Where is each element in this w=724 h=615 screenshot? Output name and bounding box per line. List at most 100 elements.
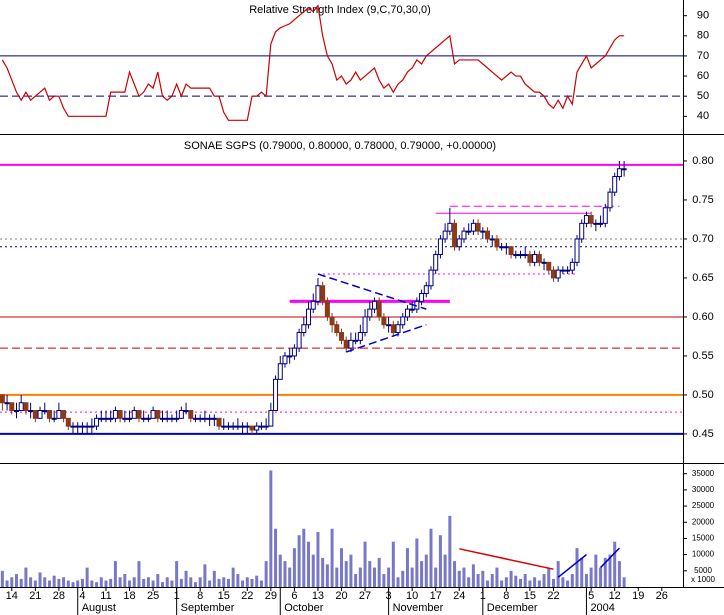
x-tick-label: 14: [6, 590, 18, 602]
volume-bar: [255, 575, 259, 587]
volume-bar: [76, 580, 80, 587]
candle-body: [277, 363, 283, 380]
y-tick-label: 50: [697, 90, 709, 102]
candle-body: [117, 410, 123, 419]
volume-bar: [434, 567, 438, 587]
candle-body: [235, 425, 241, 428]
candle-body: [320, 285, 326, 302]
candle-body: [164, 417, 170, 420]
volume-bar: [622, 577, 626, 587]
volume-bar: [344, 561, 348, 587]
candle-body: [480, 230, 486, 233]
x-tick-label: 25: [147, 590, 159, 602]
volume-bar: [363, 541, 367, 587]
candle-body: [141, 417, 147, 420]
candle-body: [296, 332, 302, 349]
volume-bar: [551, 578, 555, 587]
volume-bar: [617, 561, 621, 587]
volume-bar: [118, 577, 122, 587]
volume-bar: [226, 578, 230, 587]
x-tick-label: 10: [406, 590, 418, 602]
candle-body: [555, 269, 561, 279]
volume-bar: [396, 577, 400, 587]
volume-bar: [594, 554, 598, 587]
candle-body: [84, 425, 90, 428]
month-label: September: [181, 602, 235, 614]
volume-bar: [104, 580, 108, 587]
volume-bar: [165, 577, 169, 587]
candle-body: [145, 417, 151, 420]
candle-body: [61, 410, 67, 419]
volume-bar: [599, 567, 603, 587]
candle-body: [28, 410, 34, 413]
candle-body: [433, 254, 439, 271]
volume-bar: [311, 554, 315, 587]
volume-bar: [518, 578, 522, 587]
volume-bar: [80, 578, 84, 587]
candle-body: [456, 238, 462, 248]
candle-body: [616, 168, 622, 178]
volume-bar: [175, 561, 179, 587]
candle-body: [94, 417, 100, 427]
candle-body: [112, 410, 118, 419]
candle-body: [287, 355, 293, 358]
candle-body: [513, 254, 519, 257]
volume-bar: [410, 567, 414, 587]
volume-bar: [438, 535, 442, 587]
candle-body: [593, 222, 599, 225]
candle-body: [301, 324, 307, 334]
candle-body: [546, 261, 552, 271]
x-tick-label: 28: [53, 590, 65, 602]
candle-body: [541, 261, 547, 264]
volume-bar: [354, 574, 358, 587]
candle-body: [46, 410, 52, 419]
candle-body: [452, 222, 458, 248]
volume-bar: [302, 528, 306, 587]
rsi-line: [1, 4, 625, 121]
volume-bar: [278, 554, 282, 587]
candle-body: [508, 246, 514, 256]
x-tick-label: 18: [123, 590, 135, 602]
volume-bar: [580, 557, 584, 587]
volume-bar: [401, 570, 405, 587]
volume-bar: [533, 577, 537, 587]
volume-bar: [95, 582, 99, 587]
candle-body: [202, 417, 208, 420]
y-tick-label: 0.80: [692, 155, 713, 167]
candle-body: [367, 308, 373, 318]
volume-bar: [481, 570, 485, 587]
volume-bar: [584, 574, 588, 587]
volume-bar: [457, 570, 461, 587]
volume-bar: [52, 575, 56, 587]
volume-bar: [128, 580, 132, 587]
volume-bar: [19, 578, 23, 587]
candle-body: [574, 238, 580, 263]
candle-body: [98, 417, 104, 420]
candle-body: [324, 300, 330, 318]
candle-body: [122, 417, 128, 420]
volume-bar: [57, 578, 61, 587]
candle-body: [315, 285, 321, 302]
month-label: December: [487, 602, 538, 614]
volume-bar: [137, 561, 141, 587]
price-title: SONAE SGPS (0.79000, 0.80000, 0.78000, 0…: [184, 140, 496, 152]
volume-bar: [453, 561, 457, 587]
candle-body: [376, 300, 382, 318]
volume-bar: [297, 535, 301, 587]
volume-bar: [547, 567, 551, 587]
volume-bar: [443, 554, 447, 587]
volume-bar: [132, 577, 136, 587]
volume-bar: [231, 567, 235, 587]
trend-line: [459, 548, 554, 570]
candle-body: [353, 339, 359, 342]
y-tick-label: 15000: [692, 534, 715, 543]
x-tick-label: 12: [609, 590, 621, 602]
candle-body: [42, 410, 48, 413]
candle-body: [348, 339, 354, 349]
candle-body: [560, 269, 566, 272]
x-tick-label: 8: [197, 590, 203, 602]
x-tick-label: 15: [524, 590, 536, 602]
volume-bar: [66, 580, 70, 587]
y-tick-label: 0.55: [692, 350, 713, 362]
candle-body: [400, 316, 406, 326]
